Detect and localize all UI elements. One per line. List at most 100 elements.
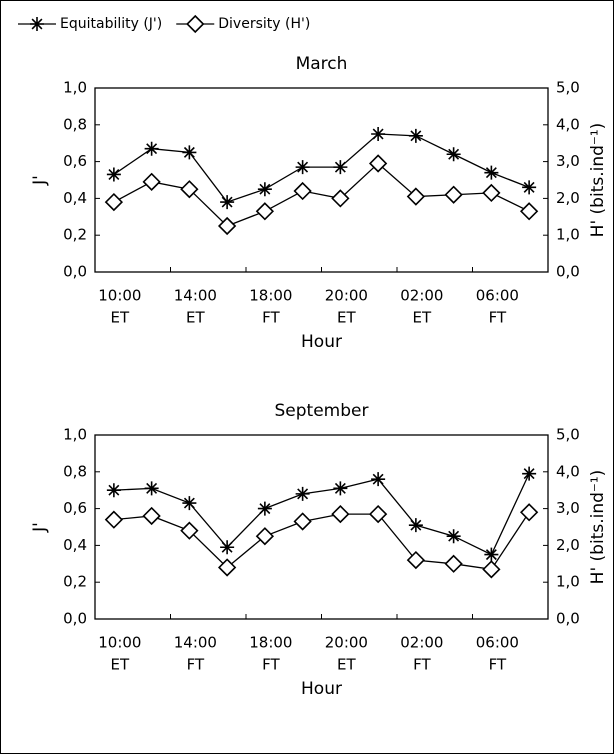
x-tick-label: 14:00 <box>174 287 217 305</box>
y-tick-label: 0,6 <box>63 152 87 170</box>
y-tick-label: 0,4 <box>63 536 87 554</box>
asterisk-marker <box>408 128 423 143</box>
asterisk-marker <box>484 165 499 180</box>
y-tick-label: 1,0 <box>63 79 87 97</box>
asterisk-marker <box>446 147 461 162</box>
asterisk-marker <box>295 486 310 501</box>
diamond-marker <box>406 187 426 206</box>
y2-tick-label: 1,0 <box>556 226 580 244</box>
x-tick-label: 18:00 <box>249 287 292 305</box>
diamond-marker <box>217 558 237 577</box>
y2-tick-label: 3,0 <box>556 499 580 517</box>
asterisk-marker <box>220 540 235 555</box>
asterisk-marker <box>106 483 121 498</box>
y-tick-label: 0,4 <box>63 189 87 207</box>
y-tick-label: 0,6 <box>63 499 87 517</box>
diamond-marker <box>368 154 388 173</box>
x-group-label: FT <box>262 656 280 674</box>
diamond-marker <box>186 14 205 34</box>
asterisk-marker <box>182 496 197 511</box>
asterisk-marker <box>408 518 423 533</box>
y2-axis-title: H' (bits.ind⁻¹) <box>588 123 608 238</box>
y2-axis-title: H' (bits.ind⁻¹) <box>588 470 608 585</box>
diamond-marker <box>255 202 275 221</box>
x-axis-title: Hour <box>301 679 342 699</box>
legend-label: Diversity (H') <box>218 16 310 32</box>
y-tick-label: 0,2 <box>63 573 87 591</box>
x-group-label: ET <box>337 309 356 327</box>
asterisk-marker <box>30 17 44 31</box>
diamond-marker <box>104 192 124 212</box>
series-line <box>113 473 530 556</box>
y-tick-label: 0,8 <box>63 462 87 480</box>
chart-title: March <box>296 54 348 74</box>
y2-tick-label: 1,0 <box>556 573 580 591</box>
diamond-marker <box>331 504 350 524</box>
asterisk-marker <box>333 481 348 496</box>
diamond-marker <box>406 550 426 570</box>
diamond-marker <box>180 180 199 199</box>
x-tick-label: 06:00 <box>476 634 519 652</box>
x-group-label: ET <box>186 309 205 327</box>
y2-tick-label: 2,0 <box>556 189 580 207</box>
diamond-marker <box>255 527 275 546</box>
x-group-label: ET <box>111 309 130 327</box>
x-tick-label: 10:00 <box>98 634 141 652</box>
y-tick-label: 0,8 <box>63 115 87 133</box>
asterisk-marker <box>257 501 272 516</box>
y-tick-label: 0,0 <box>63 263 87 281</box>
x-group-label: FT <box>489 656 507 674</box>
diamond-marker <box>482 183 501 203</box>
diamond-marker <box>482 560 501 579</box>
x-group-label: FT <box>413 656 431 674</box>
asterisk-marker <box>522 180 537 195</box>
diamond-marker <box>519 202 539 221</box>
y-axis-title: J' <box>30 522 50 533</box>
y-tick-label: 0,0 <box>63 610 87 628</box>
chart-title: September <box>275 401 369 421</box>
x-tick-label: 20:00 <box>325 287 368 305</box>
diamond-marker <box>180 521 199 540</box>
x-tick-label: 14:00 <box>174 634 217 652</box>
diamond-marker <box>519 503 539 522</box>
y2-tick-label: 0,0 <box>556 610 580 628</box>
x-tick-label: 06:00 <box>476 287 519 305</box>
diamond-marker <box>368 504 388 524</box>
x-tick-label: 20:00 <box>325 634 368 652</box>
y2-tick-label: 5,0 <box>556 79 580 97</box>
y-tick-label: 1,0 <box>63 426 87 444</box>
diamond-marker <box>293 512 312 531</box>
asterisk-marker <box>220 195 235 210</box>
asterisk-marker <box>371 127 386 141</box>
asterisk-marker <box>446 529 461 544</box>
x-group-label: ET <box>111 656 130 674</box>
x-group-label: ET <box>413 309 432 327</box>
asterisk-marker <box>144 481 159 496</box>
asterisk-marker <box>484 547 499 562</box>
asterisk-marker <box>106 167 121 182</box>
x-group-label: FT <box>489 309 507 327</box>
x-group-label: FT <box>187 656 205 674</box>
y2-tick-label: 0,0 <box>556 263 580 281</box>
x-group-label: FT <box>262 309 280 327</box>
diamond-marker <box>217 216 237 236</box>
y2-tick-label: 3,0 <box>556 152 580 170</box>
x-axis-title: Hour <box>301 332 342 352</box>
y2-tick-label: 4,0 <box>556 462 580 480</box>
x-group-label: ET <box>337 656 356 674</box>
plot-area <box>94 434 549 620</box>
diamond-marker <box>293 181 312 201</box>
diamond-marker <box>331 189 350 208</box>
diamond-marker <box>142 172 161 191</box>
asterisk-marker <box>144 141 159 156</box>
diamond-marker <box>444 554 463 573</box>
asterisk-marker <box>333 160 348 175</box>
x-tick-label: 10:00 <box>98 287 141 305</box>
asterisk-marker <box>522 466 537 481</box>
legend-label: Equitability (J') <box>60 16 162 32</box>
asterisk-marker <box>371 472 386 487</box>
diamond-marker <box>104 510 124 529</box>
y2-tick-label: 4,0 <box>556 115 580 133</box>
